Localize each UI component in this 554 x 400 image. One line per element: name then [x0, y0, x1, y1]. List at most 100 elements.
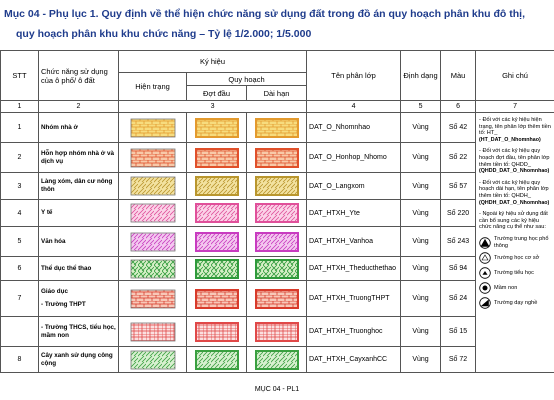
color-cell: Số 243: [440, 226, 477, 257]
header-cell: STT: [0, 50, 39, 101]
legend-icon: [479, 297, 491, 309]
symbol-cell: [186, 142, 247, 173]
symbol: [254, 203, 299, 223]
symbol: [194, 349, 239, 370]
symbol-cell: [118, 142, 187, 173]
symbol: [254, 321, 299, 342]
symbol-fill: [254, 176, 299, 196]
symbol-fill: [254, 349, 299, 370]
note-text: - Đối với các ký hiệu hiện trạng, tên ph…: [479, 117, 551, 137]
legend-item: Trường dạy nghề: [479, 297, 551, 309]
symbol-fill: [130, 232, 175, 251]
symbol: [254, 231, 299, 252]
layer-cell: DAT_HTXH_CayxanhCC: [306, 346, 402, 373]
stt-cell: 7: [0, 280, 39, 317]
symbol: [130, 350, 175, 369]
name-cell: Văn hóa: [38, 226, 119, 257]
symbol-cell: [186, 172, 247, 200]
header-cell: Ký hiệu: [117, 50, 308, 73]
symbol-fill: [130, 322, 175, 341]
symbol-cell: [118, 112, 187, 143]
color-cell: Số 72: [440, 346, 477, 373]
symbol-fill: [194, 321, 239, 342]
symbol-cell: [118, 226, 187, 257]
symbol: [130, 203, 175, 223]
symbol: [194, 176, 239, 196]
header-cell: Dài hạn: [245, 85, 308, 101]
symbol-fill: [254, 288, 299, 309]
symbol: [194, 117, 239, 138]
legend-icon: [479, 282, 491, 294]
layer-cell: DAT_O_Langxom: [306, 172, 402, 200]
layer-cell: DAT_O_Honhop_Nhomo: [306, 142, 402, 173]
legend-icon: [479, 267, 491, 279]
color-cell: Số 24: [440, 280, 477, 317]
name-cell: Thể dục thể thao: [38, 256, 119, 281]
table-row: 2 Hỗn hợp nhóm nhà ở và dịch vụ DAT_O_Honh…: [0, 142, 554, 173]
icon-mark: [480, 299, 489, 307]
header-cell: Tên phân lớp: [306, 50, 402, 101]
legend-item: Trường học cơ sở: [479, 252, 551, 264]
legend-label: Trường học cơ sở: [494, 254, 540, 261]
header-cell: Chức năng sử dụng của ô phố/ ô đất: [38, 50, 119, 101]
symbol-fill: [194, 176, 239, 196]
layer-cell: DAT_HTXH_Vanhoa: [306, 226, 402, 257]
header-cell: Hiện trạng: [118, 72, 187, 101]
stt-cell: 4: [0, 199, 39, 227]
format-cell: Vùng: [400, 256, 442, 281]
note-text: - Đối với các ký hiệu quy hoạch đợt đầu,…: [479, 148, 550, 168]
note-example: (HT_DAT_O_Nhomnhao): [479, 136, 541, 143]
symbol: [194, 203, 239, 223]
table-row: 1 Nhóm nhà ở DAT_O_Nhomnhao Vùng Số 42- Đối …: [0, 112, 554, 373]
note-text: - Ngoài ký hiệu sử dụng đất cần bổ sung …: [479, 211, 548, 231]
symbol-cell: [118, 316, 187, 347]
title-line: quy hoạch phân khu khu chức năng – Tỷ lệ…: [16, 28, 312, 40]
symbol-fill: [194, 231, 239, 252]
function-name: - Trường THPT: [41, 301, 86, 308]
symbol-fill: [194, 288, 239, 309]
layer-cell: DAT_O_Nhomnhao: [306, 112, 402, 143]
symbol: [130, 118, 175, 137]
column-number: 1: [0, 100, 39, 113]
note: - Đối với các ký hiệu hiện trạng, tên ph…: [479, 117, 551, 143]
table-row: 6 Thể dục thể thao DAT_HTXH_Theducthethao V…: [0, 256, 554, 281]
stt-cell: [0, 316, 39, 347]
note-text: - Đối với các ký hiệu quy hoạch dài hạn,…: [479, 179, 549, 199]
symbol-cell: [118, 256, 187, 281]
symbol: [254, 349, 299, 370]
legend-label: Trường tiểu học: [494, 269, 534, 276]
format-cell: Vùng: [400, 142, 442, 173]
layer-cell: DAT_HTXH_Theducthethao: [306, 256, 402, 281]
symbol-cell: [186, 346, 247, 373]
symbol-fill: [254, 231, 299, 252]
symbol-fill: [194, 203, 239, 223]
stt-cell: 5: [0, 226, 39, 257]
icon-dot: [482, 285, 488, 291]
symbol-cell: [245, 142, 308, 173]
stt-cell: 1: [0, 112, 39, 143]
table-row: - Trường THCS, tiểu học, mầm non DAT_HTXH…: [0, 316, 554, 347]
layer-cell: DAT_HTXH_Yte: [306, 199, 402, 227]
column-number: 3: [117, 100, 308, 113]
symbol: [130, 259, 175, 278]
symbol-fill: [130, 203, 175, 223]
color-cell: Số 220: [440, 199, 477, 227]
layer-cell: DAT_HTXH_TruongTHPT: [306, 280, 402, 317]
format-cell: Vùng: [400, 346, 442, 373]
table-row: 7 Giáo dục - Trường THPT DAT_HTXH_TruongTHP…: [0, 280, 554, 317]
symbol-fill: [130, 148, 175, 167]
function-name: Hỗn hợp nhóm nhà ở và dịch vụ: [41, 149, 114, 165]
header-cell: Màu: [440, 50, 477, 101]
symbol-fill: [130, 118, 175, 137]
symbol-fill: [130, 176, 175, 196]
format-cell: Vùng: [400, 172, 442, 200]
legend-item: Trường tiểu học: [479, 267, 551, 279]
notes-cell: - Đối với các ký hiệu hiện trạng, tên ph…: [475, 112, 554, 373]
column-number: 4: [306, 100, 402, 113]
column-number: 6: [440, 100, 477, 113]
symbol-fill: [254, 203, 299, 223]
symbol-fill: [194, 349, 239, 370]
note: - Ngoài ký hiệu sử dụng đất cần bổ sung …: [479, 211, 551, 231]
